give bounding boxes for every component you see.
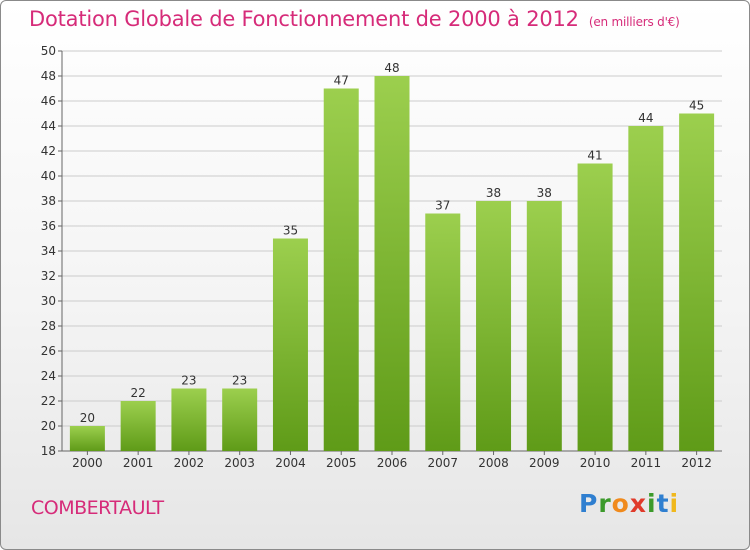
bar-value-label: 44 [638, 111, 653, 125]
y-tick-label: 46 [41, 94, 56, 108]
x-tick-label: 2002 [174, 456, 205, 470]
y-tick-label: 50 [41, 44, 56, 58]
y-tick-label: 22 [41, 394, 56, 408]
x-tick-label: 2006 [377, 456, 408, 470]
chart-title: Dotation Globale de Fonctionnement de 20… [29, 7, 680, 31]
bar-value-label: 23 [181, 374, 196, 388]
bar-value-label: 45 [689, 99, 704, 113]
bar-value-label: 38 [486, 186, 501, 200]
bar [374, 76, 410, 451]
bar-value-label: 22 [131, 386, 146, 400]
bar [171, 388, 207, 451]
y-tick-label: 40 [41, 169, 56, 183]
y-tick-label: 44 [41, 119, 56, 133]
y-tick-label: 30 [41, 294, 56, 308]
y-tick-label: 42 [41, 144, 56, 158]
y-tick-label: 48 [41, 69, 56, 83]
proxiti-logo[interactable]: Proxiti [579, 489, 680, 518]
y-tick-label: 20 [41, 419, 56, 433]
x-tick-label: 2007 [427, 456, 458, 470]
bar [222, 388, 258, 451]
bar-value-label: 20 [80, 411, 95, 425]
bar-value-label: 23 [232, 374, 247, 388]
bar [628, 126, 664, 451]
x-tick-label: 2003 [224, 456, 255, 470]
x-tick-label: 2000 [72, 456, 103, 470]
x-tick-label: 2010 [580, 456, 611, 470]
y-tick-label: 26 [41, 344, 56, 358]
bar-value-label: 48 [384, 61, 399, 75]
bar [323, 88, 359, 451]
x-tick-label: 2005 [326, 456, 357, 470]
y-tick-label: 38 [41, 194, 56, 208]
bar [476, 201, 512, 451]
bar [526, 201, 562, 451]
bar [679, 113, 715, 451]
y-tick-label: 32 [41, 269, 56, 283]
y-tick-label: 24 [41, 369, 56, 383]
x-tick-label: 2009 [529, 456, 560, 470]
bar [69, 426, 105, 451]
bar-value-label: 38 [537, 186, 552, 200]
x-tick-label: 2004 [275, 456, 306, 470]
x-tick-label: 2011 [631, 456, 662, 470]
bar-value-label: 47 [334, 74, 349, 88]
y-tick-label: 36 [41, 219, 56, 233]
bar [272, 238, 308, 451]
y-tick-label: 18 [41, 444, 56, 458]
bar [120, 401, 156, 451]
bar-value-label: 37 [435, 199, 450, 213]
commune-name: COMBERTAULT [31, 497, 164, 519]
bar [425, 213, 461, 451]
x-tick-label: 2001 [123, 456, 154, 470]
chart-subtitle: (en milliers d'€) [588, 15, 680, 29]
x-tick-label: 2012 [681, 456, 712, 470]
bar-value-label: 41 [587, 149, 602, 163]
bar [577, 163, 613, 451]
y-tick-label: 34 [41, 244, 56, 258]
bar-value-label: 35 [283, 224, 298, 238]
y-tick-label: 28 [41, 319, 56, 333]
x-tick-label: 2008 [478, 456, 509, 470]
